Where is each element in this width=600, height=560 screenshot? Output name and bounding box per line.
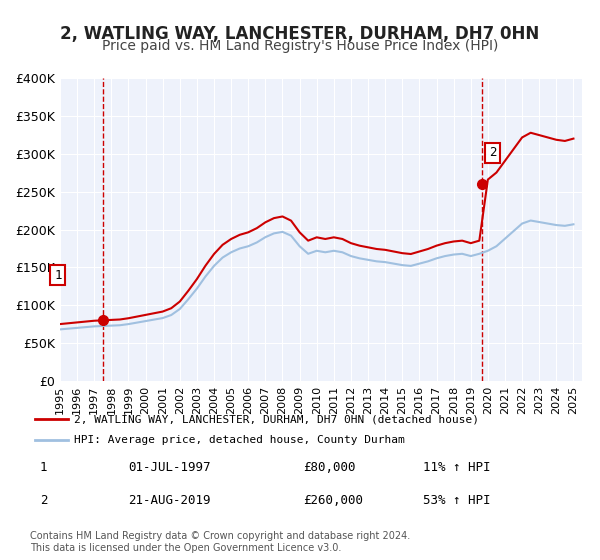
Text: 21-AUG-2019: 21-AUG-2019	[128, 494, 211, 507]
Text: 53% ↑ HPI: 53% ↑ HPI	[423, 494, 491, 507]
Text: Contains HM Land Registry data © Crown copyright and database right 2024.: Contains HM Land Registry data © Crown c…	[30, 531, 410, 541]
Text: 2: 2	[488, 147, 496, 160]
Text: HPI: Average price, detached house, County Durham: HPI: Average price, detached house, Coun…	[74, 435, 404, 445]
Text: 2, WATLING WAY, LANCHESTER, DURHAM, DH7 0HN: 2, WATLING WAY, LANCHESTER, DURHAM, DH7 …	[61, 25, 539, 43]
Text: £80,000: £80,000	[303, 461, 355, 474]
Text: 1: 1	[54, 269, 62, 282]
Text: This data is licensed under the Open Government Licence v3.0.: This data is licensed under the Open Gov…	[30, 543, 341, 553]
Text: 01-JUL-1997: 01-JUL-1997	[128, 461, 211, 474]
Text: 11% ↑ HPI: 11% ↑ HPI	[423, 461, 491, 474]
Text: £260,000: £260,000	[303, 494, 363, 507]
Text: 1: 1	[40, 461, 47, 474]
Text: 2: 2	[40, 494, 47, 507]
Text: 2, WATLING WAY, LANCHESTER, DURHAM, DH7 0HN (detached house): 2, WATLING WAY, LANCHESTER, DURHAM, DH7 …	[74, 414, 479, 424]
Text: Price paid vs. HM Land Registry's House Price Index (HPI): Price paid vs. HM Land Registry's House …	[102, 39, 498, 53]
